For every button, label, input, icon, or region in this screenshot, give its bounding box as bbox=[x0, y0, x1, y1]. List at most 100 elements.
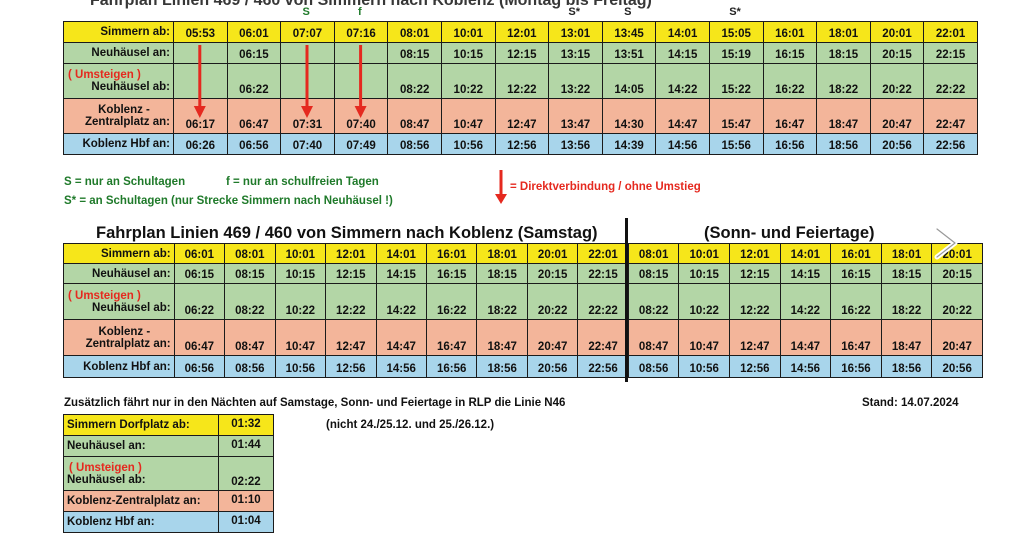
legend-f: f = nur an schulfreien Tagen bbox=[226, 176, 379, 188]
row-label-text: Neuhäusel ab: bbox=[67, 474, 218, 486]
night-time-cell: 01:04 bbox=[219, 512, 274, 533]
saturday-time-cell: 14:15 bbox=[376, 264, 426, 284]
saturday-time-cell: 10:56 bbox=[275, 356, 325, 378]
sunday-time-cell: 08:01 bbox=[628, 244, 679, 264]
saturday-time-cell: 06:15 bbox=[174, 264, 224, 284]
weekend-row-neuhausel-an: Neuhäusel an: 06:15 08:15 10:15 12:15 14:15 16… bbox=[64, 264, 983, 284]
saturday-time-cell: 18:56 bbox=[477, 356, 527, 378]
saturday-time-cell: 12:01 bbox=[326, 244, 376, 264]
sunday-time-cell: 14:56 bbox=[780, 356, 831, 378]
saturday-time-cell: 10:01 bbox=[275, 244, 325, 264]
saturday-time-cell: 10:22 bbox=[275, 284, 325, 320]
legend-s-star: S* = an Schultagen (nur Strecke Simmern … bbox=[64, 195, 393, 207]
saturday-time-cell: 08:56 bbox=[225, 356, 275, 378]
saturday-time-cell: 08:01 bbox=[225, 244, 275, 264]
saturday-time-cell: 20:15 bbox=[527, 264, 577, 284]
row-label-text: Zentralplatz an: bbox=[64, 338, 171, 350]
sunday-time-cell: 08:22 bbox=[628, 284, 679, 320]
saturday-time-cell: 14:56 bbox=[376, 356, 426, 378]
weekend-timetable: Simmern ab: 06:01 08:01 10:01 12:01 14:01 16:0… bbox=[63, 243, 983, 378]
night-timetable: Simmern Dorfplatz ab: 01:32 Neuhäusel an: 0… bbox=[63, 414, 274, 533]
legend-s: S = nur an Schultagen bbox=[64, 176, 185, 188]
saturday-time-cell: 06:22 bbox=[174, 284, 224, 320]
row-label-simmern-ab: Simmern ab: bbox=[64, 244, 175, 264]
saturday-time-cell: 06:01 bbox=[174, 244, 224, 264]
sunday-time-cell: 18:22 bbox=[881, 284, 932, 320]
chevron-right-icon[interactable] bbox=[931, 226, 961, 260]
row-label-koblenz-hbf-an: Koblenz Hbf an: bbox=[64, 356, 175, 378]
umsteigen-note: ( Umsteigen ) bbox=[64, 290, 171, 302]
night-row-neuhausel-an: Neuhäusel an: 01:44 bbox=[64, 436, 274, 457]
sunday-time-cell: 08:15 bbox=[628, 264, 679, 284]
saturday-time-cell: 18:22 bbox=[477, 284, 527, 320]
sunday-time-cell: 20:15 bbox=[932, 264, 983, 284]
legend-direct: = Direktverbindung / ohne Umstieg bbox=[510, 181, 701, 193]
saturday-time-cell: 18:47 bbox=[477, 320, 527, 356]
night-row-label: Neuhäusel an: bbox=[64, 436, 219, 457]
night-time-cell: 01:32 bbox=[219, 415, 274, 436]
saturday-time-cell: 22:47 bbox=[578, 320, 628, 356]
saturday-time-cell: 14:47 bbox=[376, 320, 426, 356]
stand-date: Stand: 14.07.2024 bbox=[862, 397, 959, 409]
saturday-time-cell: 22:22 bbox=[578, 284, 628, 320]
row-label-koblenz-zentralplatz-an: Koblenz - Zentralplatz an: bbox=[64, 320, 175, 356]
weekend-row-simmern-ab: Simmern ab: 06:01 08:01 10:01 12:01 14:01 16:0… bbox=[64, 244, 983, 264]
saturday-time-cell: 12:22 bbox=[326, 284, 376, 320]
saturday-time-cell: 06:47 bbox=[174, 320, 224, 356]
saturday-title: Fahrplan Linien 469 / 460 von Simmern na… bbox=[96, 224, 598, 243]
sunday-time-cell: 20:47 bbox=[932, 320, 983, 356]
sunday-time-cell: 12:15 bbox=[730, 264, 781, 284]
sunday-time-cell: 10:56 bbox=[679, 356, 730, 378]
sunday-time-cell: 18:01 bbox=[881, 244, 932, 264]
saturday-time-cell: 18:15 bbox=[477, 264, 527, 284]
saturday-time-cell: 14:22 bbox=[376, 284, 426, 320]
sunday-time-cell: 12:01 bbox=[730, 244, 781, 264]
night-time-cell: 02:22 bbox=[219, 457, 274, 491]
saturday-time-cell: 16:56 bbox=[426, 356, 476, 378]
night-note: Zusätzlich fährt nur in den Nächten auf … bbox=[64, 397, 565, 409]
saturday-time-cell: 22:01 bbox=[578, 244, 628, 264]
sunday-time-cell: 18:56 bbox=[881, 356, 932, 378]
arrow-down-icon bbox=[194, 106, 206, 118]
arrow-down-icon bbox=[494, 168, 508, 206]
saturday-time-cell: 20:56 bbox=[527, 356, 577, 378]
sunday-time-cell: 12:47 bbox=[730, 320, 781, 356]
saturday-time-cell: 08:47 bbox=[225, 320, 275, 356]
weekend-row-koblenz-hbf-an: Koblenz Hbf an: 06:56 08:56 10:56 12:56 14:56… bbox=[64, 356, 983, 378]
sunday-time-cell: 08:47 bbox=[628, 320, 679, 356]
sunday-time-cell: 10:47 bbox=[679, 320, 730, 356]
night-time-cell: 01:44 bbox=[219, 436, 274, 457]
night-row-simmern-ab: Simmern Dorfplatz ab: 01:32 bbox=[64, 415, 274, 436]
sunday-time-cell: 14:47 bbox=[780, 320, 831, 356]
saturday-time-cell: 16:22 bbox=[426, 284, 476, 320]
sunday-time-cell: 08:56 bbox=[628, 356, 679, 378]
saturday-time-cell: 10:15 bbox=[275, 264, 325, 284]
saturday-time-cell: 12:15 bbox=[326, 264, 376, 284]
saturday-time-cell: 16:47 bbox=[426, 320, 476, 356]
night-row-koblenz-zentralplatz-an: Koblenz-Zentralplatz an: 01:10 bbox=[64, 491, 274, 512]
saturday-time-cell: 18:01 bbox=[477, 244, 527, 264]
sunday-time-cell: 20:22 bbox=[932, 284, 983, 320]
arrow-down-icon bbox=[301, 106, 313, 118]
night-row-label: Simmern Dorfplatz ab: bbox=[64, 415, 219, 436]
night-exceptions: (nicht 24./25.12. und 25./26.12.) bbox=[326, 419, 494, 431]
saturday-time-cell: 10:47 bbox=[275, 320, 325, 356]
saturday-time-cell: 20:47 bbox=[527, 320, 577, 356]
saturday-time-cell: 22:15 bbox=[578, 264, 628, 284]
row-label-text: Neuhäusel ab: bbox=[64, 302, 171, 314]
sunday-time-cell: 10:01 bbox=[679, 244, 730, 264]
saturday-time-cell: 20:01 bbox=[527, 244, 577, 264]
sunday-time-cell: 18:47 bbox=[881, 320, 932, 356]
saturday-time-cell: 14:01 bbox=[376, 244, 426, 264]
sunday-time-cell: 14:22 bbox=[780, 284, 831, 320]
saturday-time-cell: 16:15 bbox=[426, 264, 476, 284]
saturday-time-cell: 08:15 bbox=[225, 264, 275, 284]
night-row-label: Koblenz-Zentralplatz an: bbox=[64, 491, 219, 512]
saturday-time-cell: 20:22 bbox=[527, 284, 577, 320]
sunday-time-cell: 16:56 bbox=[831, 356, 882, 378]
saturday-sunday-divider bbox=[625, 218, 628, 382]
saturday-time-cell: 06:56 bbox=[174, 356, 224, 378]
saturday-time-cell: 22:56 bbox=[578, 356, 628, 378]
sunday-title: (Sonn- und Feiertage) bbox=[704, 224, 875, 243]
saturday-time-cell: 16:01 bbox=[426, 244, 476, 264]
